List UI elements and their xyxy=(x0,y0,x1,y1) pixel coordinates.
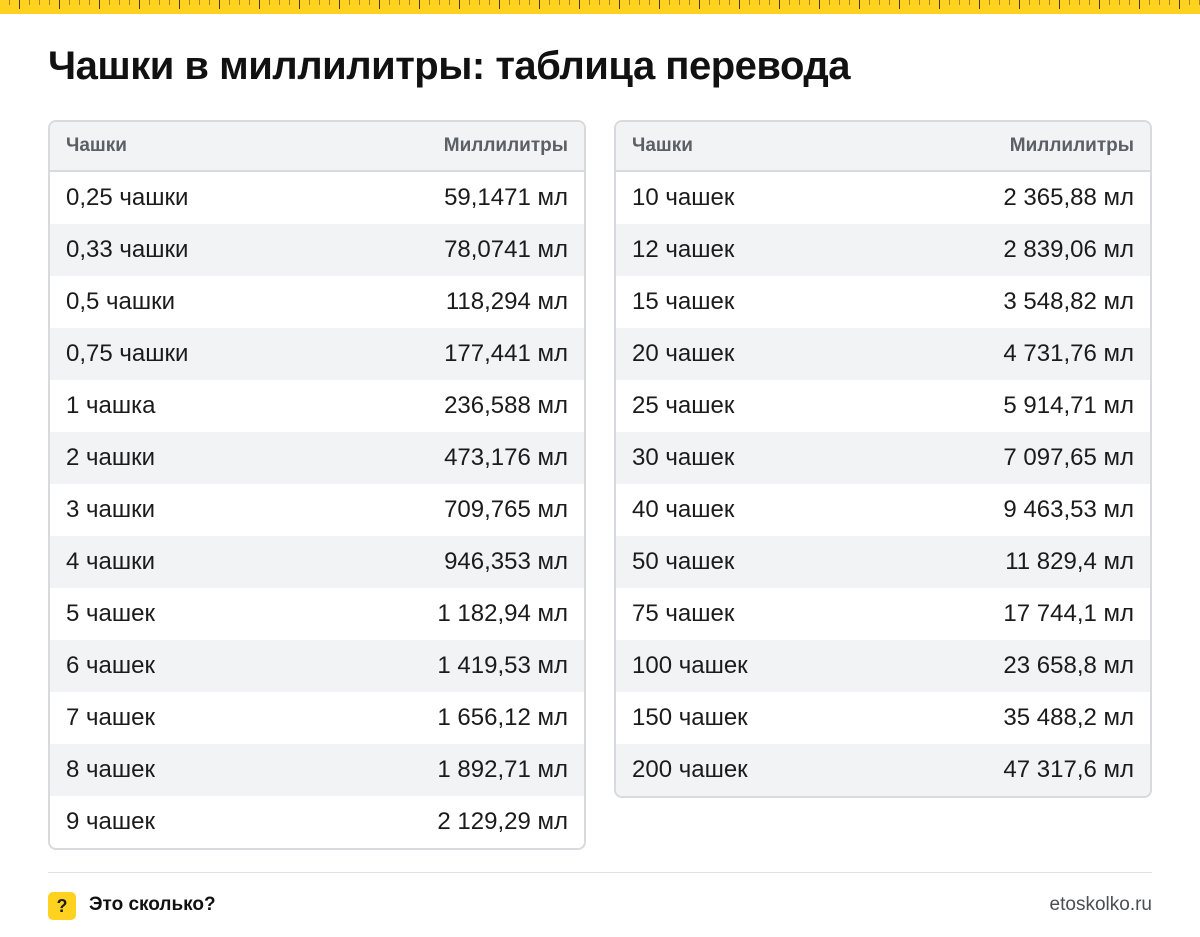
table-row: 50 чашек 11 829,4 мл xyxy=(616,536,1150,588)
milliliters-cell: 9 463,53 мл xyxy=(1003,496,1134,523)
table-header: Чашки Миллилитры xyxy=(50,122,584,172)
table-row: 7 чашек 1 656,12 мл xyxy=(50,692,584,744)
conversion-table-left: Чашки Миллилитры 0,25 чашки 59,1471 мл 0,3… xyxy=(48,120,586,850)
cups-cell: 10 чашек xyxy=(632,184,735,211)
table-row: 75 чашек 17 744,1 мл xyxy=(616,588,1150,640)
cups-cell: 150 чашек xyxy=(632,704,748,731)
table-row: 200 чашек 47 317,6 мл xyxy=(616,744,1150,796)
milliliters-cell: 1 419,53 мл xyxy=(437,652,568,679)
column-header-milliliters: Миллилитры xyxy=(1009,135,1134,156)
milliliters-cell: 17 744,1 мл xyxy=(1003,600,1134,627)
table-row: 8 чашек 1 892,71 мл xyxy=(50,744,584,796)
milliliters-cell: 2 365,88 мл xyxy=(1003,184,1134,211)
cups-cell: 4 чашки xyxy=(66,548,156,575)
cups-cell: 30 чашек xyxy=(632,444,735,471)
cups-cell: 0,75 чашки xyxy=(66,340,189,367)
cups-cell: 0,25 чашки xyxy=(66,184,189,211)
table-header: Чашки Миллилитры xyxy=(616,122,1150,172)
cups-cell: 5 чашек xyxy=(66,600,155,627)
table-row: 20 чашек 4 731,76 мл xyxy=(616,328,1150,380)
milliliters-cell: 236,588 мл xyxy=(444,392,568,419)
table-row: 15 чашек 3 548,82 мл xyxy=(616,276,1150,328)
table-body: 10 чашек 2 365,88 мл 12 чашек 2 839,06 мл 15… xyxy=(616,172,1150,796)
table-row: 6 чашек 1 419,53 мл xyxy=(50,640,584,692)
column-header-cups: Чашки xyxy=(66,135,127,156)
milliliters-cell: 118,294 мл xyxy=(445,288,568,315)
table-row: 0,25 чашки 59,1471 мл xyxy=(50,172,584,224)
cups-cell: 6 чашек xyxy=(66,652,155,679)
table-row: 0,75 чашки 177,441 мл xyxy=(50,328,584,380)
milliliters-cell: 5 914,71 мл xyxy=(1003,392,1134,419)
milliliters-cell: 946,353 мл xyxy=(444,548,568,575)
table-row: 12 чашек 2 839,06 мл xyxy=(616,224,1150,276)
question-mark-icon: ? xyxy=(48,892,76,920)
table-row: 9 чашек 2 129,29 мл xyxy=(50,796,584,848)
cups-cell: 0,33 чашки xyxy=(66,236,189,263)
milliliters-cell: 11 829,4 мл xyxy=(1005,548,1134,575)
site-url[interactable]: etoskolko.ru xyxy=(1049,894,1152,915)
table-row: 3 чашки 709,765 мл xyxy=(50,484,584,536)
page-title: Чашки в миллилитры: таблица перевода xyxy=(48,44,851,88)
milliliters-cell: 4 731,76 мл xyxy=(1003,340,1134,367)
milliliters-cell: 1 892,71 мл xyxy=(437,756,568,783)
brand-name: Это сколько? xyxy=(89,894,216,915)
cups-cell: 3 чашки xyxy=(66,496,156,523)
cups-cell: 20 чашек xyxy=(632,340,735,367)
table-row: 2 чашки 473,176 мл xyxy=(50,432,584,484)
footer-divider xyxy=(48,872,1152,873)
milliliters-cell: 2 839,06 мл xyxy=(1003,236,1134,263)
cups-cell: 75 чашек xyxy=(632,600,735,627)
cups-cell: 40 чашек xyxy=(632,496,735,523)
milliliters-cell: 78,0741 мл xyxy=(444,236,568,263)
cups-cell: 2 чашки xyxy=(66,444,156,471)
cups-cell: 8 чашек xyxy=(66,756,155,783)
cups-cell: 50 чашек xyxy=(632,548,735,575)
table-row: 30 чашек 7 097,65 мл xyxy=(616,432,1150,484)
cups-cell: 15 чашек xyxy=(632,288,735,315)
cups-cell: 1 чашка xyxy=(66,392,156,419)
table-row: 0,5 чашки 118,294 мл xyxy=(50,276,584,328)
milliliters-cell: 709,765 мл xyxy=(444,496,568,523)
milliliters-cell: 23 658,8 мл xyxy=(1003,652,1134,679)
cups-cell: 12 чашек xyxy=(632,236,735,263)
milliliters-cell: 1 182,94 мл xyxy=(437,600,568,627)
cups-cell: 9 чашек xyxy=(66,808,155,835)
cups-cell: 100 чашек xyxy=(632,652,748,679)
milliliters-cell: 2 129,29 мл xyxy=(437,808,568,835)
table-row: 4 чашки 946,353 мл xyxy=(50,536,584,588)
table-row: 1 чашка 236,588 мл xyxy=(50,380,584,432)
milliliters-cell: 47 317,6 мл xyxy=(1003,756,1134,783)
cups-cell: 25 чашек xyxy=(632,392,735,419)
column-header-cups: Чашки xyxy=(632,135,693,156)
table-body: 0,25 чашки 59,1471 мл 0,33 чашки 78,0741 мл… xyxy=(50,172,584,848)
milliliters-cell: 473,176 мл xyxy=(444,444,568,471)
table-row: 10 чашек 2 365,88 мл xyxy=(616,172,1150,224)
milliliters-cell: 7 097,65 мл xyxy=(1003,444,1134,471)
conversion-table-right: Чашки Миллилитры 10 чашек 2 365,88 мл 12 ч… xyxy=(614,120,1152,798)
column-header-milliliters: Миллилитры xyxy=(443,135,568,156)
cups-cell: 7 чашек xyxy=(66,704,155,731)
cups-cell: 200 чашек xyxy=(632,756,748,783)
table-row: 25 чашек 5 914,71 мл xyxy=(616,380,1150,432)
milliliters-cell: 1 656,12 мл xyxy=(437,704,568,731)
ruler-decoration xyxy=(0,0,1200,14)
table-row: 5 чашек 1 182,94 мл xyxy=(50,588,584,640)
table-row: 100 чашек 23 658,8 мл xyxy=(616,640,1150,692)
milliliters-cell: 177,441 мл xyxy=(444,340,568,367)
cups-cell: 0,5 чашки xyxy=(66,288,176,315)
milliliters-cell: 59,1471 мл xyxy=(444,184,568,211)
table-row: 0,33 чашки 78,0741 мл xyxy=(50,224,584,276)
table-row: 150 чашек 35 488,2 мл xyxy=(616,692,1150,744)
table-row: 40 чашек 9 463,53 мл xyxy=(616,484,1150,536)
milliliters-cell: 35 488,2 мл xyxy=(1003,704,1134,731)
milliliters-cell: 3 548,82 мл xyxy=(1003,288,1134,315)
